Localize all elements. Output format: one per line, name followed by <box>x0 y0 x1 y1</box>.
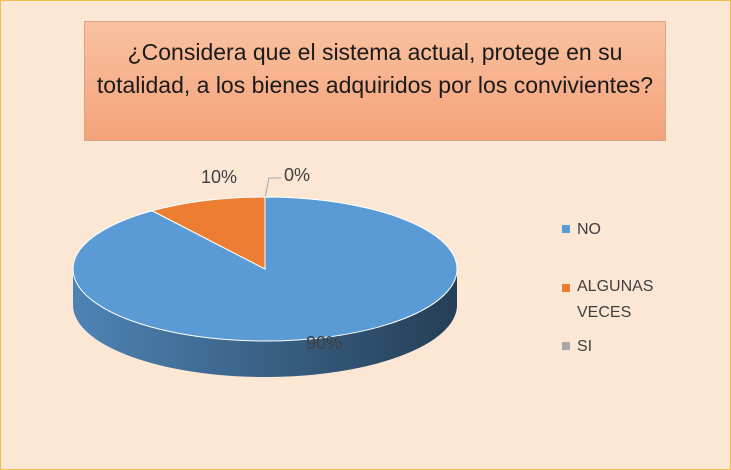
legend-label: ALGUNAS VECES <box>577 278 654 321</box>
data-label: 10% <box>201 167 237 187</box>
pie-slice <box>150 196 266 270</box>
legend-marker <box>562 225 570 233</box>
side-shade <box>73 269 457 377</box>
legend-marker <box>562 284 570 292</box>
legend-label: NO <box>577 221 601 238</box>
pie-top <box>72 196 458 342</box>
pie-sides <box>73 269 457 377</box>
leader-line <box>264 177 281 199</box>
legend-marker <box>562 342 570 350</box>
legend-label: SI <box>577 338 593 355</box>
data-label: 90% <box>306 333 342 353</box>
data-label: 0% <box>284 165 310 185</box>
chart-title: ¿Considera que el sistema actual, proteg… <box>84 21 666 141</box>
